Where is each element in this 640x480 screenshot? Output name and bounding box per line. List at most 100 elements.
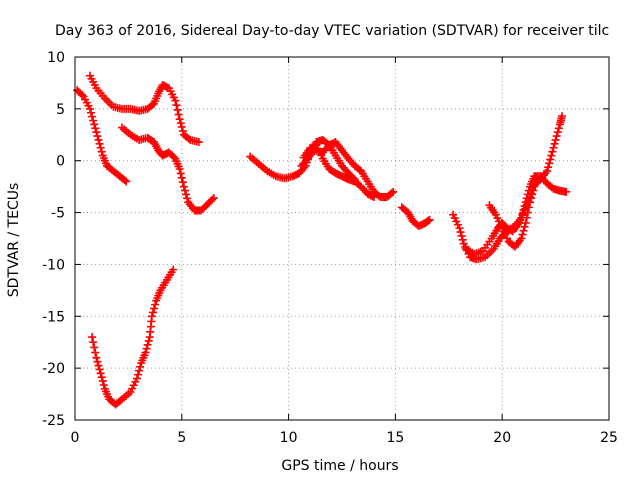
y-axis-label: SDTVAR / TECUs (6, 183, 22, 298)
data-point (518, 230, 527, 239)
data-point (457, 231, 466, 240)
grid (75, 57, 609, 420)
data-point (548, 147, 557, 156)
data-point (525, 198, 534, 207)
data-point (533, 177, 542, 186)
data-point (551, 135, 560, 144)
data-point (91, 348, 100, 357)
y-tick-label: -5 (51, 206, 65, 222)
data-point (562, 187, 571, 196)
data-point (523, 208, 532, 217)
data-point (97, 373, 106, 382)
data-point (143, 340, 152, 349)
data-point (89, 116, 98, 125)
data-point (85, 104, 94, 113)
data-point (147, 312, 156, 321)
data-point (174, 110, 183, 119)
data-series (485, 175, 543, 251)
data-point (92, 128, 101, 137)
data-point (77, 90, 86, 99)
data-point (142, 344, 151, 353)
data-point (183, 194, 192, 203)
data-point (94, 135, 103, 144)
data-layer (73, 71, 571, 409)
data-point (91, 124, 100, 133)
data-point (455, 224, 464, 233)
y-tick-label: 5 (56, 102, 65, 118)
data-point (141, 348, 150, 357)
x-tick-label: 25 (600, 430, 618, 446)
data-point (543, 167, 552, 176)
data-point (178, 178, 187, 187)
data-point (93, 357, 102, 366)
data-point (194, 138, 203, 147)
data-point (522, 213, 531, 222)
data-point (544, 163, 553, 172)
data-point (554, 124, 563, 133)
data-point (178, 126, 187, 135)
x-tick-label: 10 (280, 430, 298, 446)
data-point (208, 195, 217, 204)
data-point (553, 128, 562, 137)
data-series (73, 86, 131, 186)
data-point (425, 215, 434, 224)
data-point (148, 308, 157, 317)
data-point (90, 120, 99, 129)
data-point (517, 234, 526, 243)
data-point (150, 304, 159, 313)
data-point (389, 187, 398, 196)
data-point (529, 186, 538, 195)
data-point (177, 173, 186, 182)
data-point (370, 193, 379, 202)
data-point (122, 177, 131, 186)
y-tick-label: -25 (42, 413, 65, 429)
x-tick-label: 15 (386, 430, 404, 446)
x-tick-label: 20 (493, 430, 511, 446)
data-point (99, 380, 108, 389)
data-point (524, 203, 533, 212)
data-point (96, 143, 105, 152)
data-point (92, 353, 101, 362)
data-point (135, 366, 144, 375)
data-point (169, 265, 178, 274)
data-point (90, 343, 99, 352)
ticks: 0 5 10 15 20 25 -25 -20 -15 -10 -5 0 5 10 (42, 50, 618, 446)
data-point (527, 194, 536, 203)
y-tick-label: -15 (42, 309, 65, 325)
data-series (246, 135, 359, 184)
data-point (98, 377, 107, 386)
data-point (95, 139, 104, 148)
data-point (120, 176, 129, 185)
data-point (94, 361, 103, 370)
data-point (456, 228, 465, 237)
x-tick-label: 0 (71, 430, 80, 446)
data-point (88, 333, 97, 342)
data-point (549, 143, 558, 152)
data-series (397, 203, 434, 231)
data-series (85, 71, 203, 147)
y-tick-label: -10 (42, 257, 65, 273)
data-point (172, 101, 181, 110)
data-point (521, 218, 530, 227)
data-point (534, 175, 543, 184)
data-point (96, 369, 105, 378)
data-point (95, 365, 104, 374)
data-point (93, 132, 102, 141)
data-point (144, 336, 153, 345)
data-series (88, 265, 178, 409)
data-point (558, 112, 567, 121)
data-point (545, 159, 554, 168)
data-point (175, 115, 184, 124)
data-point (528, 190, 537, 199)
data-point (176, 169, 185, 178)
data-point (89, 338, 98, 347)
data-point (550, 139, 559, 148)
data-point (184, 134, 193, 143)
x-tick-label: 5 (177, 430, 186, 446)
y-tick-label: 0 (56, 154, 65, 170)
data-point (87, 108, 96, 117)
data-point (552, 132, 561, 141)
y-tick-label: -20 (42, 361, 65, 377)
data-point (387, 189, 396, 198)
